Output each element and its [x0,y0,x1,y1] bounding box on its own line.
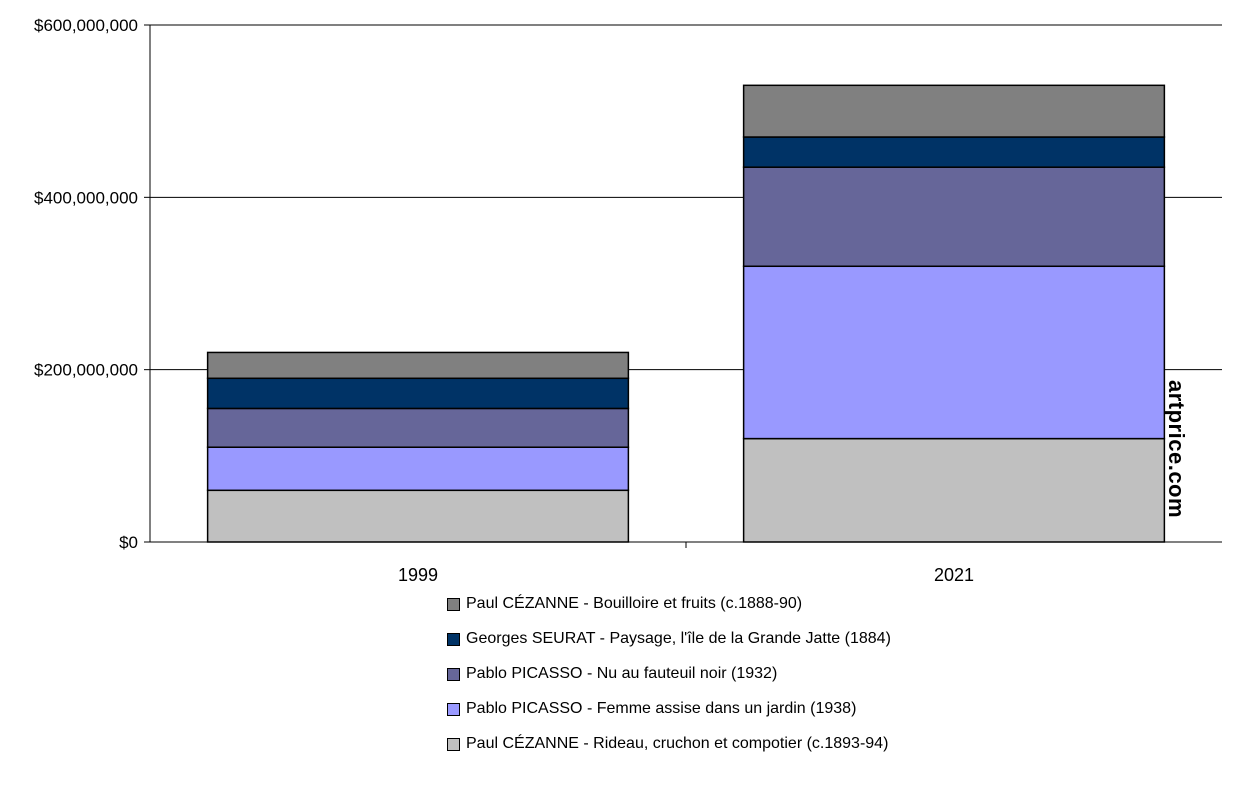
x-tick-labels: 1999 2021 [398,565,974,585]
bar-segment [742,437,1166,543]
legend-label: Georges SEURAT - Paysage, l'île de la Gr… [466,630,891,647]
bar-segment [206,489,630,543]
legend-swatch [447,597,460,611]
y-tick-label: $400,000,000 [34,188,138,207]
legend-label: Paul CÉZANNE - Rideau, cruchon et compot… [466,735,889,752]
bars [206,84,1166,543]
y-tick-label: $600,000,000 [34,16,138,35]
stacked-bar-chart: $0 $200,000,000 $400,000,000 $600,000,000 1… [34,16,1222,585]
legend-swatch [447,632,460,646]
y-tick-label: $0 [119,533,138,552]
axes [144,24,1222,548]
legend: Paul CÉZANNE - Bouilloire et fruits (c.1… [447,592,891,767]
legend-label: Paul CÉZANNE - Bouilloire et fruits (c.1… [466,595,803,612]
legend-item: Paul CÉZANNE - Rideau, cruchon et compot… [447,732,891,756]
bar-segment [742,136,1166,168]
legend-swatch [447,737,460,751]
bar-segment [206,351,630,380]
bar-segment [742,265,1166,440]
bar-segment [742,166,1166,268]
legend-swatch [447,667,460,681]
watermark-text: artprice.com [1164,380,1189,519]
bar-segment [206,377,630,410]
legend-label: Pablo PICASSO - Femme assise dans un jar… [466,700,857,717]
x-tick-label: 2021 [934,565,974,585]
y-tick-labels: $0 $200,000,000 $400,000,000 $600,000,000 [34,16,138,552]
legend-label: Pablo PICASSO - Nu au fauteuil noir (193… [466,665,778,682]
legend-item: Georges SEURAT - Paysage, l'île de la Gr… [447,627,891,651]
bar-segment [206,446,630,492]
legend-item: Pablo PICASSO - Femme assise dans un jar… [447,697,891,721]
bar-segment [742,84,1166,138]
x-tick-label: 1999 [398,565,438,585]
bar-segment [206,407,630,448]
legend-item: Paul CÉZANNE - Bouilloire et fruits (c.1… [447,592,891,616]
y-tick-label: $200,000,000 [34,361,138,380]
legend-swatch [447,702,460,716]
legend-item: Pablo PICASSO - Nu au fauteuil noir (193… [447,662,891,686]
artprice-watermark: artprice.com [1164,380,1217,540]
